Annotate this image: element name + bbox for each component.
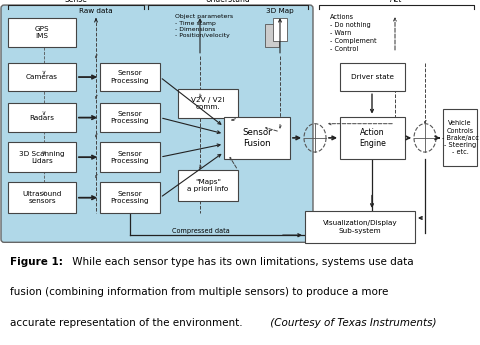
Text: Raw data: Raw data — [79, 8, 113, 14]
Text: Sensor
Processing: Sensor Processing — [110, 191, 149, 204]
Bar — [178, 170, 238, 201]
Text: GPS
IMS: GPS IMS — [35, 26, 49, 39]
Text: Sensor
Processing: Sensor Processing — [110, 111, 149, 124]
Text: Ultrasound
sensors: Ultrasound sensors — [22, 191, 61, 204]
Text: Compressed data: Compressed data — [172, 228, 229, 234]
Bar — [224, 117, 289, 159]
Bar — [178, 89, 238, 118]
Text: (Courtesy of Texas Instruments): (Courtesy of Texas Instruments) — [266, 318, 435, 328]
Text: Sensor
Processing: Sensor Processing — [110, 150, 149, 164]
Text: Object parameters
- Time stamp
- Dimensions
- Position/velocity: Object parameters - Time stamp - Dimensi… — [175, 14, 233, 38]
Bar — [304, 211, 414, 243]
Text: Vehicle
Controls
- Brake/acc
- Steering
- etc.: Vehicle Controls - Brake/acc - Steering … — [441, 120, 478, 155]
Text: Understand: Understand — [205, 0, 250, 4]
Text: Radars: Radars — [29, 115, 54, 121]
Bar — [339, 63, 404, 91]
Text: Actions
- Do nothing
- Warn
- Complement
- Control: Actions - Do nothing - Warn - Complement… — [329, 14, 376, 52]
Text: Act: Act — [389, 0, 401, 4]
Text: Sense: Sense — [64, 0, 87, 4]
Text: Action
Engine: Action Engine — [358, 128, 385, 148]
Bar — [8, 104, 76, 132]
Bar — [100, 183, 160, 213]
Bar — [273, 18, 287, 41]
Bar — [8, 18, 76, 47]
Text: Sensor
Fusion: Sensor Fusion — [242, 128, 271, 148]
Bar — [442, 109, 476, 166]
Bar — [8, 142, 76, 172]
Text: fusion (combining information from multiple sensors) to produce a more: fusion (combining information from multi… — [10, 287, 387, 297]
Bar — [100, 63, 160, 91]
Bar — [100, 104, 160, 132]
Bar — [264, 24, 278, 47]
Text: Sensor
Processing: Sensor Processing — [110, 70, 149, 84]
Text: Driver state: Driver state — [350, 74, 393, 80]
Bar — [8, 63, 76, 91]
Text: 3D Map: 3D Map — [265, 8, 293, 14]
Text: Cameras: Cameras — [26, 74, 58, 80]
Text: "Maps"
a priori info: "Maps" a priori info — [187, 179, 228, 192]
Text: Visualization/Display
Sub-system: Visualization/Display Sub-system — [322, 220, 396, 234]
Text: Figure 1:: Figure 1: — [10, 257, 62, 266]
Bar — [100, 142, 160, 172]
FancyBboxPatch shape — [1, 5, 312, 242]
Bar — [339, 117, 404, 159]
Text: V2V / V2I
comm.: V2V / V2I comm. — [191, 97, 224, 110]
Text: accurate representation of the environment.: accurate representation of the environme… — [10, 318, 242, 328]
Text: While each sensor type has its own limitations, systems use data: While each sensor type has its own limit… — [68, 257, 412, 266]
Text: 3D Scanning
Lidars: 3D Scanning Lidars — [19, 150, 65, 164]
Bar — [8, 183, 76, 213]
